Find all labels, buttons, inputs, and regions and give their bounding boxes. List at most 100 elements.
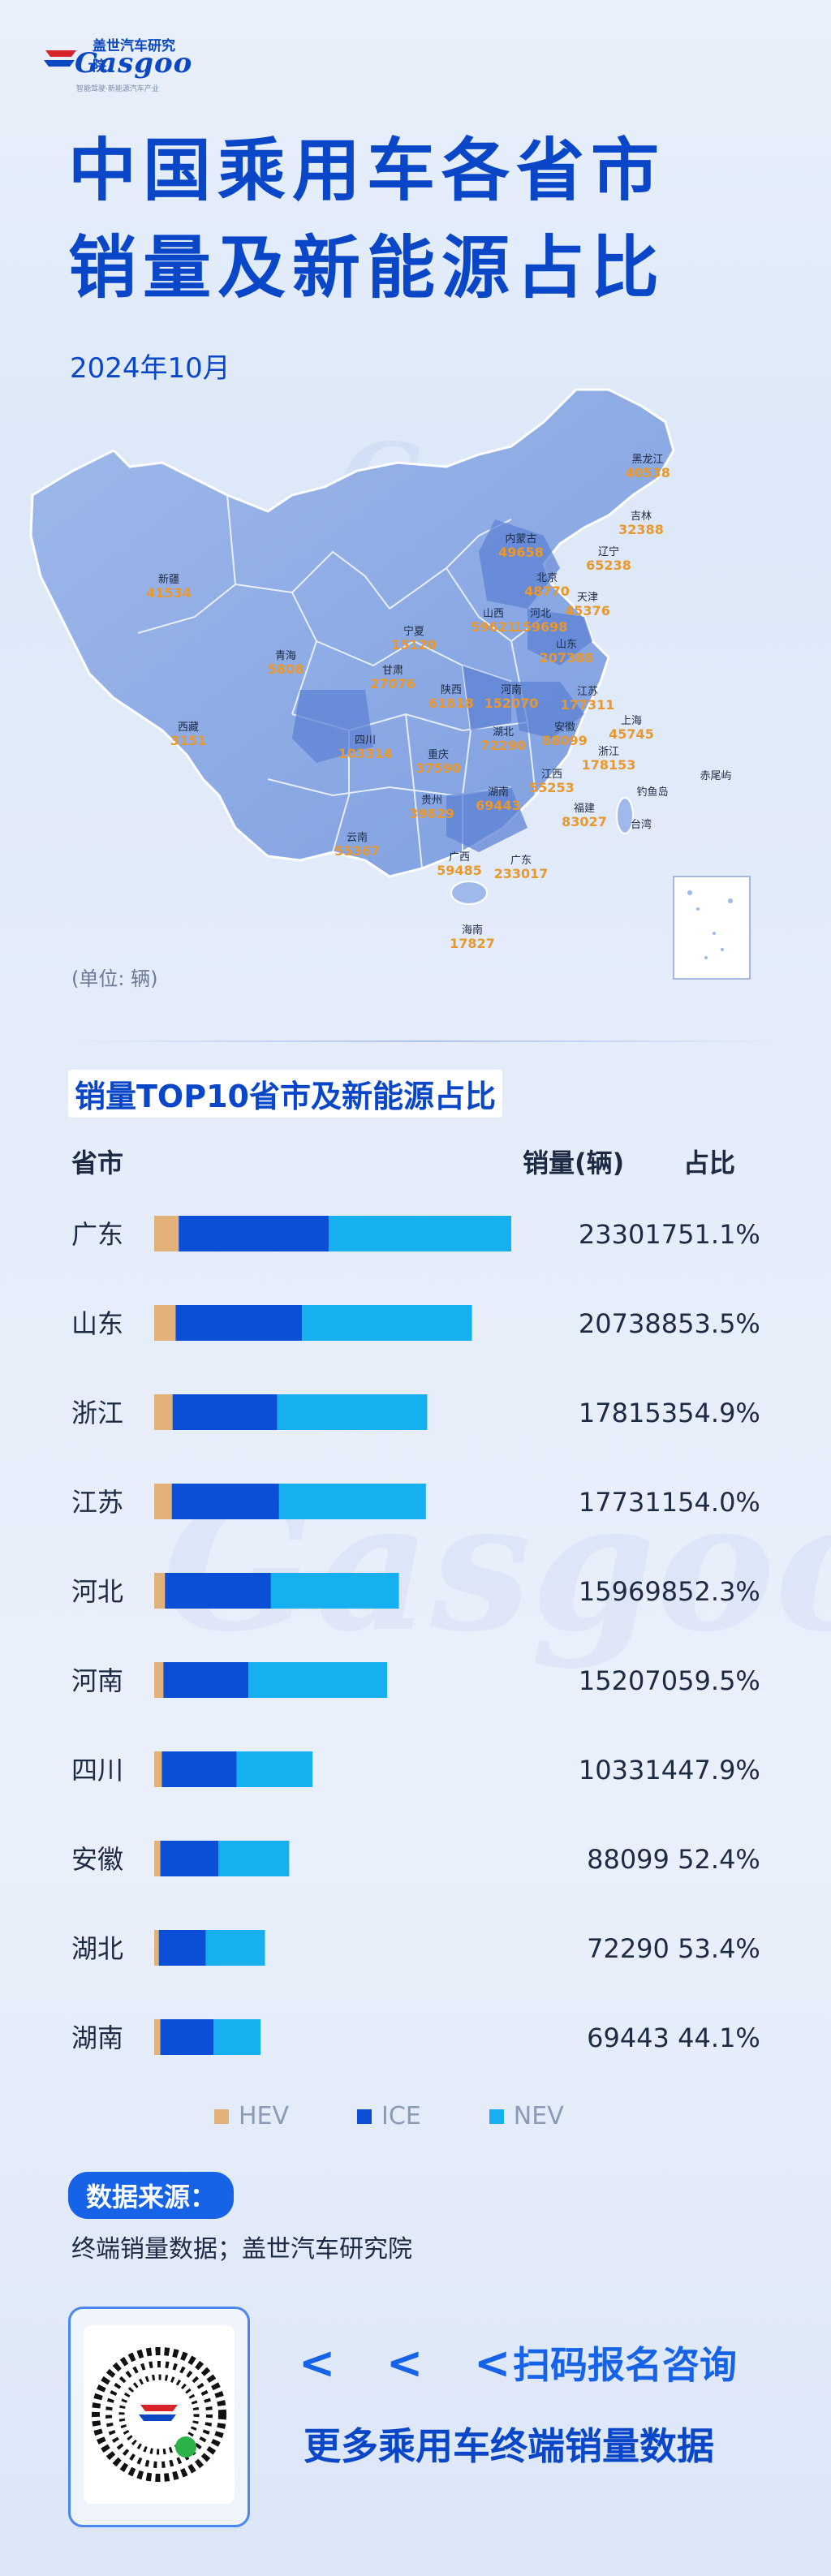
chart-row: 湖北 72290 53.4% [71,1930,760,1966]
map-province-value: 55253 [529,780,575,795]
map-province-value: 27076 [370,676,416,691]
cta-scan-register[interactable]: 扫码报名咨询 [513,2343,737,2387]
bar-category-label: 湖南 [71,2022,123,2053]
bar-nev-share: 53.5% [678,1308,760,1339]
map-province-name: 辽宁 [598,545,619,558]
map-province-name: 山东 [556,639,577,651]
bar-category-label: 山东 [71,1308,123,1339]
bar-segment-nev [218,1841,290,1876]
bar-segment-ice [161,1751,237,1787]
title-line-1: 中国乘用车各省市 [68,131,666,210]
chart-row: 湖南 69443 44.1% [71,2019,760,2055]
brand-logo: 盖世汽车研究院 Gasgoo 智能驾驶·新能源汽车产业 [42,29,192,93]
bar-segment-nev [213,2019,261,2055]
top10-stacked-bar-chart: 广东 233017 51.1% 山东 207388 53.5% 浙江 178153 54.9% 江… [68,1193,782,2086]
map-province-value: 39829 [409,806,454,821]
bar-segment-hev [154,1573,166,1609]
map-province-name: 四川 [355,734,376,747]
bar-total-value: 177311 [579,1487,678,1518]
source-label: 数据来源： [68,2172,235,2219]
map-province-value: 45376 [565,603,610,618]
map-province-name: 海南 [462,924,483,937]
bar-segment-hev [154,1841,161,1876]
map-island-label: 钓鱼岛 [636,786,668,799]
map-province-name: 新疆 [158,573,179,586]
legend-item-nev: NEV [489,2102,564,2130]
header-share: 占比 [683,1148,736,1178]
bar-total-value: 152070 [579,1665,678,1696]
map-province-name: 天津 [577,592,598,604]
bar-category-label: 河南 [71,1665,123,1696]
map-province-value: 55367 [334,843,380,859]
chart-row: 河南 152070 59.5% [71,1662,760,1698]
map-province-name: 西藏 [178,722,199,734]
bar-segment-nev [270,1573,399,1609]
bar-total-value: 178153 [579,1398,678,1428]
chart-legend: HEV ICE NEV [214,2102,564,2130]
chart-row: 浙江 178153 54.9% [71,1394,760,1430]
map-province-value: 15120 [391,637,437,653]
brand-tagline: 智能驾驶·新能源汽车产业 [76,85,159,93]
map-province-value: 59621 [471,619,516,635]
map-province-value: 3151 [170,733,207,748]
map-province-value: 69443 [476,798,521,813]
map-province-name: 浙江 [598,746,619,758]
qr-code-card[interactable] [68,2307,250,2527]
bar-total-value: 207388 [579,1308,678,1339]
map-province-value: 48770 [524,584,570,599]
page-title: 中国乘用车各省市 销量及新能源占比 [68,122,799,317]
map-province-name: 湖南 [488,786,509,799]
china-mainland-shape [29,388,675,878]
bar-nev-share: 52.3% [678,1576,760,1607]
map-province-value: 37590 [416,760,461,776]
south-china-sea-inset [673,876,751,980]
bar-segment-nev [236,1751,313,1787]
bar-segment-hev [154,1930,159,1966]
section-title: 销量TOP10省市及新能源占比 [68,1070,502,1118]
chart-row: 四川 103314 47.9% [71,1751,760,1787]
bar-category-label: 广东 [71,1219,123,1250]
south-china-sea-islands [687,890,733,959]
bar-segment-hev [154,2019,161,2055]
map-province-name: 甘肃 [382,665,403,677]
map-province-name: 黑龙江 [631,454,663,466]
map-province-name: 山西 [483,608,504,620]
bar-total-value: 88099 [587,1844,670,1875]
map-province-value: 49658 [498,545,544,560]
bar-category-label: 浙江 [71,1398,123,1428]
high-sales-regions [292,519,592,852]
map-province-name: 贵州 [421,795,442,807]
chart-row: 江苏 177311 54.0% [71,1484,760,1519]
legend-label-nev: NEV [513,2102,564,2130]
cta-more-data: 更多乘用车终端销量数据 [304,2424,714,2468]
map-province-value: 61818 [428,696,474,711]
title-line-2: 销量及新能源占比 [68,228,666,308]
bar-nev-share: 54.0% [678,1487,760,1518]
source-text: 终端销量数据；盖世汽车研究院 [71,2235,412,2264]
legend-swatch-nev [489,2109,504,2124]
bar-segment-hev [154,1305,176,1341]
map-province-value: 152070 [484,696,539,711]
map-province-name: 吉林 [631,510,652,523]
gasgoo-logo-icon [44,50,76,67]
bar-segment-nev [277,1394,428,1430]
